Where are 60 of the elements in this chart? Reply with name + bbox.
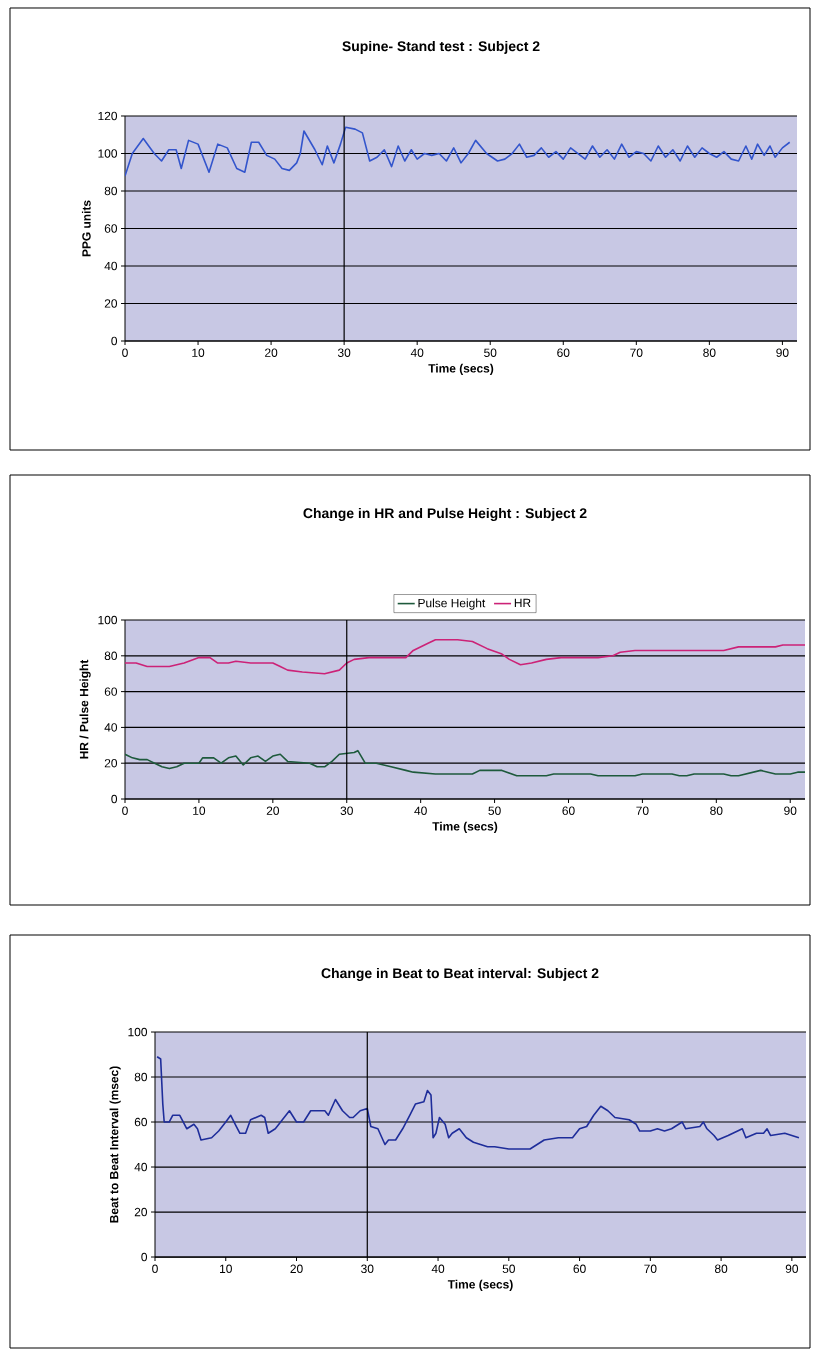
x-tick-label: 50	[484, 348, 497, 357]
x-tick-label: 30	[340, 806, 353, 815]
y-axis-title: Beat to Beat Interval (msec)	[109, 1066, 121, 1223]
y-tick-label: 100	[128, 1027, 148, 1037]
chart-title: Change in HR and Pulse Height : Subject 2	[303, 507, 587, 521]
chart-title: Supine- Stand test : Subject 2	[342, 40, 540, 54]
x-axis-title: Time (secs)	[432, 821, 498, 833]
x-tick-label: 40	[410, 348, 424, 357]
x-tick-label: 30	[361, 1264, 374, 1273]
x-tick-label: 10	[220, 1264, 232, 1273]
x-tick-label: 10	[192, 348, 205, 357]
y-tick-label: 80	[134, 1072, 148, 1082]
x-tick-label: 60	[562, 806, 575, 815]
y-tick-label: 60	[104, 687, 118, 696]
y-tick-label: 40	[104, 723, 118, 732]
x-tick-label: 20	[290, 1264, 303, 1273]
x-tick-label: 70	[630, 348, 643, 357]
x-tick-label: 60	[573, 1264, 586, 1273]
x-tick-label: 20	[265, 348, 278, 357]
x-tick-label: 20	[266, 806, 280, 815]
y-tick-label: 0	[111, 794, 118, 804]
y-tick-label: 20	[134, 1207, 148, 1217]
x-tick-label: 40	[431, 1264, 445, 1273]
y-tick-label: 20	[104, 299, 118, 308]
y-axis-title: HR / Pulse Height	[79, 659, 91, 759]
legend-label: Pulse Height	[418, 598, 486, 610]
x-axis-title: Time (secs)	[447, 1279, 513, 1291]
x-axis-title: Time (secs)	[428, 363, 494, 375]
x-tick-label: 10	[193, 806, 206, 815]
y-tick-label: 100	[98, 615, 118, 625]
y-tick-label: 0	[111, 336, 118, 346]
x-tick-label: 80	[714, 1264, 728, 1273]
y-tick-label: 80	[104, 651, 118, 661]
chart-title: Change in Beat to Beat interval: Subject 2	[321, 967, 599, 981]
y-axis-title: PPG units	[81, 200, 91, 257]
x-tick-label: 0	[122, 348, 128, 357]
y-tick-label: 80	[104, 186, 118, 196]
y-tick-label: 40	[134, 1162, 148, 1172]
x-tick-label: 0	[152, 1264, 158, 1273]
x-tick-label: 90	[776, 348, 789, 357]
x-tick-label: 40	[414, 806, 427, 815]
legend-label: HR	[514, 598, 531, 607]
x-tick-label: 30	[337, 348, 351, 357]
x-tick-label: 50	[488, 806, 501, 815]
x-tick-label: 80	[710, 806, 723, 815]
y-tick-label: 40	[104, 261, 118, 271]
x-tick-label: 90	[784, 806, 797, 815]
y-tick-label: 60	[134, 1117, 148, 1127]
y-tick-label: 100	[98, 149, 118, 158]
y-tick-label: 60	[104, 224, 118, 233]
y-tick-label: 0	[141, 1252, 148, 1262]
x-tick-label: 60	[557, 348, 570, 357]
x-tick-label: 0	[122, 806, 128, 815]
y-tick-label: 20	[104, 758, 118, 768]
x-tick-label: 70	[644, 1264, 657, 1273]
x-tick-label: 80	[703, 348, 716, 357]
x-tick-label: 50	[502, 1264, 515, 1273]
y-tick-label: 120	[98, 111, 118, 121]
x-tick-label: 70	[636, 806, 649, 815]
x-tick-label: 90	[785, 1264, 799, 1273]
